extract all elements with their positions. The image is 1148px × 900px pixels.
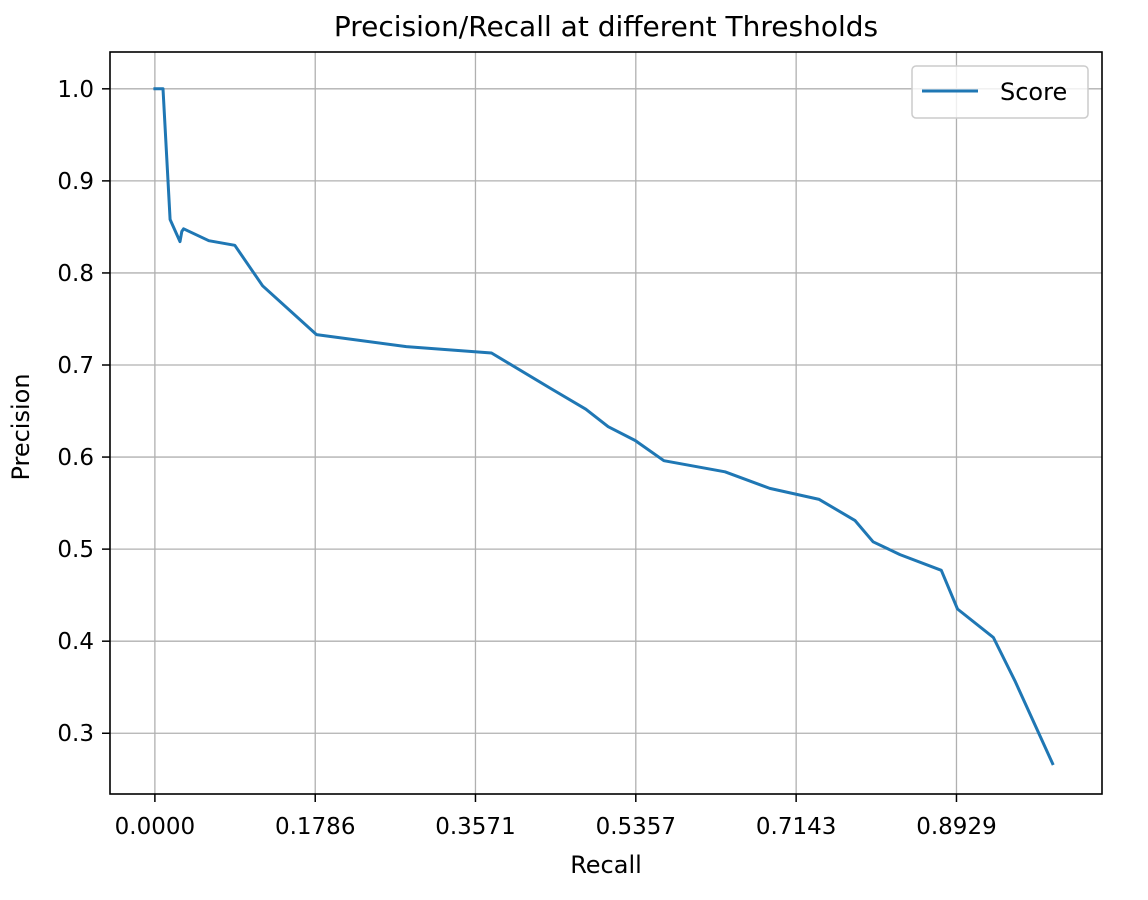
- y-tick-label: 0.6: [57, 445, 94, 471]
- y-tick-label: 0.7: [57, 353, 94, 379]
- x-tick-label: 0.8929: [916, 814, 996, 840]
- x-tick-label: 0.3571: [435, 814, 515, 840]
- x-tick-label: 0.5357: [596, 814, 676, 840]
- grid-lines: [110, 52, 1102, 794]
- legend: Score: [911, 65, 1089, 119]
- x-axis-label: Recall: [570, 851, 642, 879]
- x-axis-ticks: 0.0000 0.1786 0.3571 0.5357 0.7143 0.8929: [115, 794, 997, 840]
- y-tick-label: 0.8: [57, 261, 94, 287]
- y-tick-label: 1.0: [57, 77, 94, 103]
- y-tick-label: 0.5: [57, 537, 94, 563]
- legend-box: [911, 65, 1089, 119]
- y-axis-label: Precision: [7, 373, 35, 480]
- series-line-score: [153, 87, 1055, 766]
- chart-title: Precision/Recall at different Thresholds: [334, 10, 878, 43]
- y-tick-label: 0.3: [57, 721, 94, 747]
- y-axis-ticks: 0.3 0.4 0.5 0.6 0.7 0.8 0.9 1.0: [57, 77, 110, 747]
- y-tick-label: 0.4: [57, 629, 94, 655]
- x-tick-label: 0.0000: [115, 814, 195, 840]
- legend-label-score: Score: [1000, 78, 1067, 106]
- plot-frame: [109, 51, 1103, 795]
- x-tick-label: 0.7143: [756, 814, 836, 840]
- y-tick-label: 0.9: [57, 169, 94, 195]
- x-tick-label: 0.1786: [275, 814, 355, 840]
- series-layer: [153, 87, 1055, 766]
